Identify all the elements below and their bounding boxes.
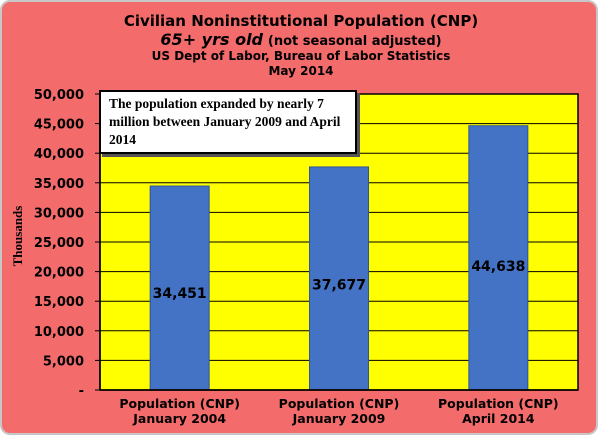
x-tick-label: January 2004 xyxy=(132,411,226,426)
age-group-label: 65+ yrs old xyxy=(160,30,264,49)
date-label: May 2014 xyxy=(268,64,334,78)
bar-value-label: 34,451 xyxy=(153,286,207,302)
x-tick-label: Population (CNP) xyxy=(279,396,400,411)
bar-value-label: 44,638 xyxy=(471,259,525,275)
x-tick-label: April 2014 xyxy=(462,411,535,426)
x-tick-label: Population (CNP) xyxy=(119,396,240,411)
y-tick-label: 30,000 xyxy=(34,206,84,221)
chart-title: Civilian Noninstitutional Population (CN… xyxy=(123,12,479,30)
y-tick-label: 45,000 xyxy=(34,118,84,133)
source-label: US Dept of Labor, Bureau of Labor Statis… xyxy=(151,49,451,63)
y-tick-label: 15,000 xyxy=(34,295,84,310)
y-tick-label: 50,000 xyxy=(34,88,84,103)
bar xyxy=(468,125,529,391)
y-axis-label: Thousands xyxy=(10,205,25,267)
y-tick-label: 10,000 xyxy=(34,325,84,340)
y-tick-label: 25,000 xyxy=(34,236,84,251)
annotation-callout: The population expanded by nearly 7 mill… xyxy=(99,90,357,154)
y-tick-label: 5,000 xyxy=(43,354,84,369)
bar xyxy=(309,166,369,391)
y-tick-label: 35,000 xyxy=(34,177,84,192)
chart-subtitle: 65+ yrs old (not seasonal adjusted) xyxy=(2,30,598,49)
bar xyxy=(149,185,210,391)
y-tick-label: - xyxy=(79,384,84,399)
x-tick-label: Population (CNP) xyxy=(438,396,559,411)
y-tick-label: 40,000 xyxy=(34,147,84,162)
y-tick-label: 20,000 xyxy=(34,266,84,281)
x-tick-label: January 2009 xyxy=(292,411,386,426)
bar-value-label: 37,677 xyxy=(312,278,366,294)
seasonal-note: (not seasonal adjusted) xyxy=(267,34,442,49)
